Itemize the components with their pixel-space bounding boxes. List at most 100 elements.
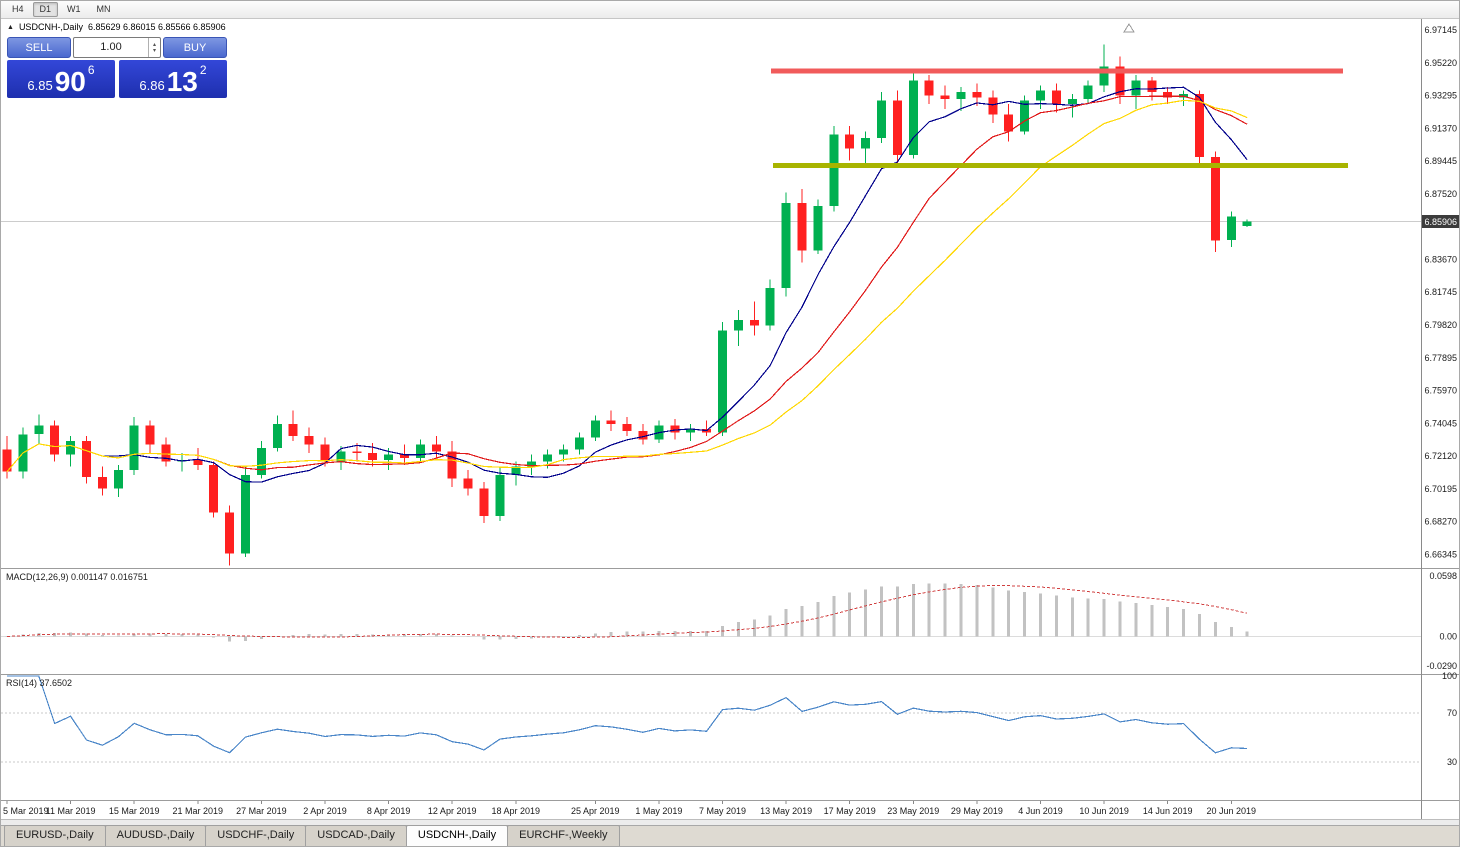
candle: [272, 415, 282, 452]
macd-histogram-bar: [164, 633, 168, 637]
date-axis-label: 13 May 2019: [760, 806, 812, 816]
macd-histogram-bar: [69, 632, 73, 637]
rsi-axis-label: 100: [1442, 671, 1457, 681]
macd-histogram-bar: [927, 583, 931, 637]
candle: [733, 310, 743, 346]
candle: [129, 417, 139, 476]
date-axis-label: 21 Mar 2019: [173, 806, 224, 816]
candle: [1131, 75, 1141, 110]
candle: [50, 420, 60, 462]
macd-histogram-bar: [880, 586, 883, 637]
macd-histogram-bar: [768, 615, 772, 637]
bid-prefix: 6.85: [27, 78, 53, 93]
timeframe-button-d1[interactable]: D1: [32, 2, 59, 17]
price-axis-label: 6.91370: [1424, 123, 1457, 133]
chart-shift-marker-icon[interactable]: [1123, 23, 1135, 33]
timeframe-button-w1[interactable]: W1: [67, 4, 81, 14]
candle: [1020, 95, 1030, 135]
price-axis-label: 6.68270: [1424, 517, 1457, 527]
volume-value[interactable]: 1.00: [100, 41, 122, 53]
macd-histogram-bar: [323, 634, 327, 637]
macd-histogram-bar: [1118, 601, 1122, 637]
candle: [1163, 87, 1173, 105]
current-price-badge: 6.85906: [1422, 214, 1459, 228]
date-axis-label: 20 Jun 2019: [1207, 806, 1257, 816]
date-axis-label: 17 May 2019: [824, 806, 876, 816]
candle: [145, 420, 155, 453]
date-axis-label: 14 Jun 2019: [1143, 806, 1193, 816]
date-axis-label: 7 May 2019: [699, 806, 746, 816]
rsi-label: RSI(14) 37.6502: [6, 678, 72, 688]
ma-fast-line: [6, 86, 1248, 483]
candle: [82, 436, 91, 484]
chart-tab[interactable]: AUDUSD-,Daily: [104, 825, 207, 846]
macd-histogram-bar: [339, 634, 343, 637]
macd-histogram-bar: [1150, 604, 1154, 637]
price-axis-label: 6.93295: [1424, 91, 1457, 101]
price-axis-label: 6.87520: [1424, 189, 1457, 199]
support-line[interactable]: [773, 162, 1348, 168]
timeframe-button-mn[interactable]: MN: [96, 4, 111, 14]
svg-text:6.85906: 6.85906: [1424, 217, 1457, 227]
candle: [718, 321, 727, 436]
macd-histogram-bar: [1229, 627, 1233, 637]
price-axis-label: 6.75970: [1424, 386, 1457, 396]
macd-histogram-bar: [116, 635, 120, 637]
volume-input[interactable]: 1.00 ▴ ▾: [73, 37, 161, 58]
macd-histogram-bar: [1039, 593, 1042, 637]
macd-histogram-bar: [1213, 621, 1217, 637]
macd-histogram-bar: [784, 608, 788, 637]
candle: [479, 481, 489, 523]
buy-button[interactable]: BUY: [163, 37, 227, 58]
volume-up-icon[interactable]: ▴: [152, 41, 156, 48]
chart-tabs-bar: EURUSD-,Daily AUDUSD-,Daily USDCHF-,Daily U…: [1, 825, 1459, 846]
macd-histogram-bar: [450, 635, 454, 637]
date-axis-label: 15 Mar 2019: [109, 806, 160, 816]
volume-spinner[interactable]: ▴ ▾: [148, 38, 160, 57]
macd-histogram-bar: [705, 630, 709, 637]
candle: [797, 189, 807, 263]
macd-histogram-bar: [1198, 613, 1201, 637]
macd-axis-label: -0.0290: [1426, 661, 1457, 671]
macd-histogram-bar: [609, 632, 613, 637]
macd-histogram-bar: [1166, 607, 1170, 637]
chart-tab[interactable]: USDCAD-,Daily: [305, 825, 407, 846]
chart-hscrollbar[interactable]: [1, 819, 1459, 827]
macd-histogram-bar: [959, 583, 963, 637]
macd-histogram-bar: [514, 636, 518, 639]
resistance-line[interactable]: [771, 68, 1343, 74]
symbol-marker-icon: ▲: [7, 23, 14, 31]
candle: [336, 446, 346, 470]
candle: [161, 437, 171, 467]
chart-tab[interactable]: USDCHF-,Daily: [205, 825, 307, 846]
price-chart-canvas[interactable]: 6.97145 6.95220 6.93295 6.91370 6.89445 6.875…: [1, 19, 1459, 819]
candle: [686, 424, 696, 442]
ask-price-box[interactable]: 6.86 13 2: [119, 60, 227, 98]
date-axis-label: 18 Apr 2019: [492, 806, 541, 816]
candle: [765, 279, 775, 331]
macd-label: MACD(12,26,9) 0.001147 0.016751: [6, 572, 148, 582]
date-axis-label: 1 May 2019: [635, 806, 682, 816]
candle: [1083, 80, 1093, 103]
price-axis-label: 6.95220: [1424, 58, 1457, 68]
ask-big-digits: 13: [166, 66, 198, 97]
candle: [606, 410, 616, 431]
macd-histogram-bar: [864, 589, 868, 637]
bid-price-box[interactable]: 6.85 90 6: [7, 60, 115, 98]
candle: [256, 441, 266, 479]
chart-tab[interactable]: EURCHF-,Weekly: [507, 825, 620, 846]
volume-down-icon[interactable]: ▾: [152, 47, 156, 54]
candle: [447, 441, 457, 487]
timeframe-button-h4[interactable]: H4: [12, 4, 24, 14]
candle: [622, 417, 632, 436]
macd-histogram-bar: [196, 634, 200, 637]
price-axis-label: 6.77895: [1424, 353, 1457, 363]
chart-tab[interactable]: USDCNH-,Daily: [405, 825, 509, 846]
sell-button[interactable]: SELL: [7, 37, 71, 58]
chart-tab[interactable]: EURUSD-,Daily: [4, 825, 106, 846]
candle: [177, 453, 187, 472]
candle: [527, 454, 537, 476]
macd-axis-label: 0.00: [1439, 632, 1457, 642]
candle: [415, 439, 425, 464]
